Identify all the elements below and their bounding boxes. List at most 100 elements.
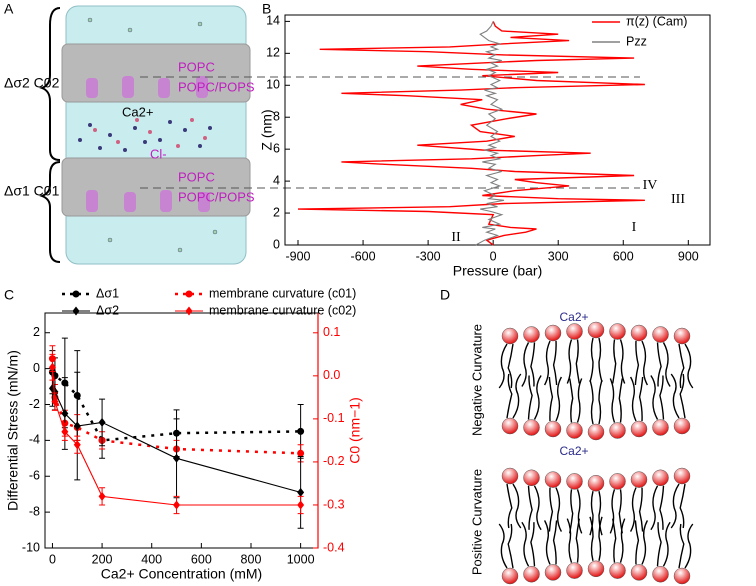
lipid-tail (656, 522, 662, 567)
lipid-tail (498, 523, 508, 569)
lipid-head (609, 473, 626, 490)
panel-label: A (4, 1, 14, 17)
x-tick-label: 800 (241, 552, 262, 566)
lipid-tail (498, 343, 508, 389)
lipid-tail (527, 485, 533, 530)
lipid-tail (650, 375, 659, 420)
lipid-tail (533, 485, 542, 531)
lipid-tail (569, 489, 574, 534)
point (98, 417, 106, 427)
lipid-tail (618, 378, 623, 423)
legend-marker (72, 306, 80, 316)
x-axis-label: Ca2+ Concentration (mM) (101, 566, 262, 582)
point (51, 387, 59, 397)
leaflet-label: POPC (178, 59, 215, 74)
lipid-tail (629, 487, 637, 532)
ions (93, 118, 207, 148)
water-molecules (87, 17, 218, 253)
lipid-head (609, 323, 626, 340)
legend-label: Pzz (626, 34, 647, 48)
lipid-head (673, 467, 691, 485)
lipid-tail (629, 376, 637, 422)
y-tick-label: 8 (273, 110, 280, 124)
y-axis-label: Z (nm) (259, 109, 275, 150)
lipid-tail (609, 378, 616, 423)
point (48, 362, 56, 372)
lipid-tail (612, 339, 617, 384)
point (297, 500, 305, 510)
lipid-tail (543, 520, 551, 565)
point (297, 487, 305, 497)
lipid-tail (548, 487, 554, 532)
legend-label: membrane curvature (c01) (209, 286, 356, 300)
lipid-tail (609, 489, 616, 534)
lipid-head (652, 326, 669, 343)
y2-tick-label: 0.1 (323, 325, 340, 339)
panel-label: C (4, 287, 14, 303)
y-tick-label: 0 (33, 361, 40, 375)
lipid-tail (589, 491, 594, 536)
lipid-head (587, 474, 605, 492)
lipid-tail (543, 340, 551, 386)
ion-label: Ca2+ (559, 444, 588, 458)
stress-label: Δσ1 C01 (4, 183, 60, 199)
lipid-tail (589, 379, 594, 425)
lipid-tail (612, 518, 617, 563)
lipid-tail (619, 339, 626, 384)
x-axis-label: Pressure (bar) (453, 263, 542, 279)
annotation: II (451, 230, 461, 245)
lipid-tail (506, 483, 513, 529)
ion-label: Cl- (150, 146, 167, 161)
y-tick-label: -8 (29, 504, 40, 518)
y-tick-label: 14 (266, 14, 280, 28)
legend-marker (72, 290, 80, 298)
lipid-head (673, 567, 691, 585)
leaflet-label: POPC/POPS (178, 79, 255, 94)
lipid-head (630, 471, 648, 488)
lipid-tail (548, 376, 554, 422)
lipid-head (630, 564, 648, 581)
annotation: IV (643, 178, 658, 193)
point (173, 500, 181, 510)
y-tick-label: -6 (29, 469, 40, 483)
point (297, 449, 305, 457)
lipid-tail (670, 483, 680, 529)
lipid-tail (679, 483, 686, 529)
x-tick-label: 0 (490, 249, 497, 263)
lipid-tail (507, 523, 514, 569)
series-line (475, 21, 505, 246)
y2-tick-label: 0.0 (323, 368, 340, 382)
lipid-tail (598, 379, 603, 425)
lipid-head (523, 326, 540, 343)
legend-label: π(z) (Cam) (626, 14, 687, 28)
lipid-head (566, 473, 583, 490)
x-tick-label: 300 (548, 249, 569, 263)
y-tick-label: 12 (266, 46, 280, 60)
lipid-tail (576, 378, 583, 423)
bracket (39, 7, 61, 161)
panel-label: D (440, 287, 450, 303)
caption: Negative Curvature (469, 324, 484, 436)
lipid-head (501, 417, 519, 435)
lipid-tail (530, 342, 536, 387)
lipid-tail (598, 516, 603, 561)
lipid-tail (569, 378, 574, 423)
lipid-head (501, 327, 519, 345)
lipid-tail (589, 516, 594, 561)
point (173, 453, 181, 463)
lipid-tail (533, 375, 542, 420)
y2-axis-label: C0 (nm−1) (347, 397, 363, 464)
lipid-tail (684, 523, 694, 569)
annotation: I (632, 220, 637, 235)
lipid-tail (678, 343, 685, 389)
lipid-head (587, 560, 605, 578)
y-tick-label: 4 (273, 173, 280, 187)
lipid-head (652, 469, 669, 487)
y-tick-label: 0 (273, 237, 280, 251)
stress-label: Δσ2 C02 (4, 75, 60, 91)
caption: Positive Curvature (469, 469, 484, 575)
lipid-tail (619, 518, 626, 563)
lipid-head (652, 419, 669, 436)
lipid-tail (566, 339, 573, 384)
